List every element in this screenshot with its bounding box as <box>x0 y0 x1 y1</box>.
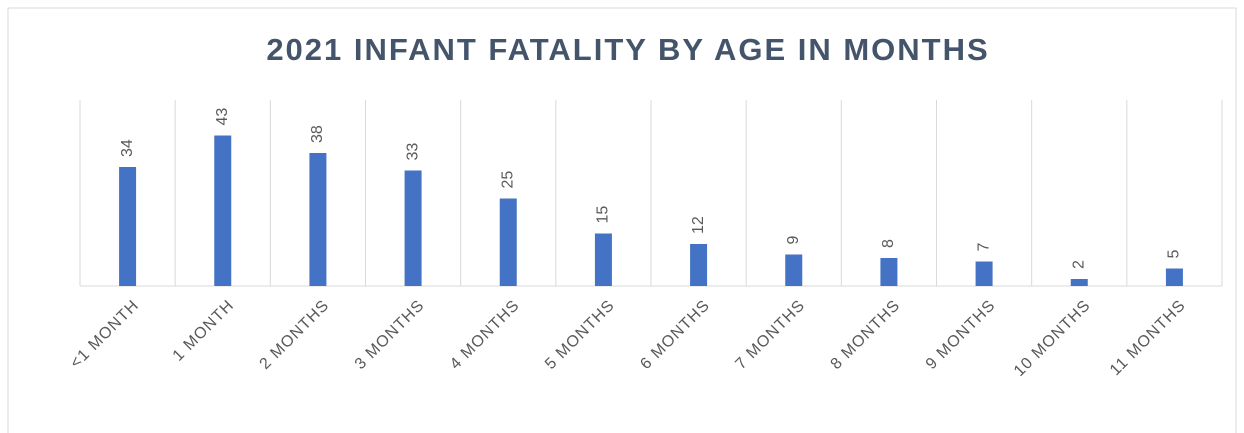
data-label: 12 <box>690 216 707 234</box>
data-label: 9 <box>785 236 802 245</box>
bar <box>119 167 137 286</box>
bar <box>309 153 327 286</box>
data-label: 38 <box>309 125 326 143</box>
data-label: 2 <box>1070 260 1087 269</box>
bar <box>214 135 232 286</box>
data-label: 8 <box>880 239 897 248</box>
data-label: 33 <box>404 143 421 161</box>
bar <box>404 170 422 286</box>
data-label: 34 <box>119 139 136 157</box>
data-label: 7 <box>975 243 992 252</box>
bar <box>499 198 517 286</box>
data-label: 15 <box>595 206 612 224</box>
bar <box>785 254 803 286</box>
bar <box>594 233 612 286</box>
bar <box>690 244 708 286</box>
data-label: 43 <box>214 108 231 126</box>
bar <box>1070 279 1088 286</box>
bar <box>880 258 898 286</box>
bar <box>1165 268 1183 286</box>
chart-frame <box>7 7 1237 433</box>
bar <box>975 261 993 286</box>
chart-title: 2021 INFANT FATALITY BY AGE IN MONTHS <box>266 32 989 67</box>
data-label: 5 <box>1166 250 1183 259</box>
data-label: 25 <box>499 171 516 189</box>
